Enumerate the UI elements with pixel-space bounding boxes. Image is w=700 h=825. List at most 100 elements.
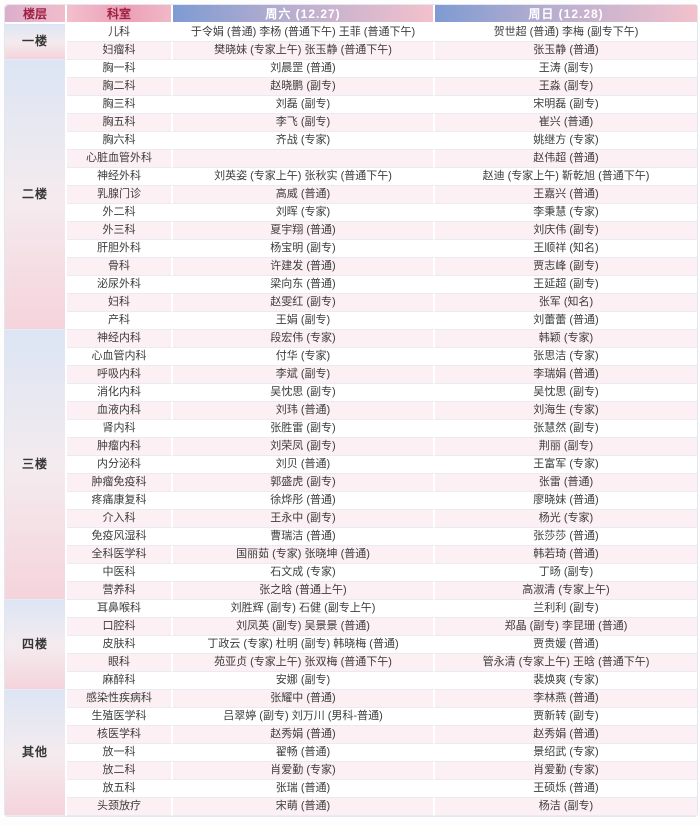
department-cell: 营养科 [67,582,173,600]
table-row: 外三科 夏宇翔 (普通) 刘庆伟 (副专) [5,222,697,240]
table-row: 产科 王娟 (副专) 刘蕾蕾 (普通) [5,312,697,330]
sunday-cell: 贾志峰 (副专) [435,258,697,276]
department-cell: 妇瘤科 [67,42,173,60]
department-cell: 肿瘤免疫科 [67,474,173,492]
saturday-cell: 刘玮 (普通) [173,402,435,420]
department-cell: 口腔科 [67,618,173,636]
table-row: 核医学科 赵秀娟 (普通) 赵秀娟 (普通) [5,726,697,744]
department-cell: 放一科 [67,744,173,762]
sunday-cell: 王嘉兴 (普通) [435,186,697,204]
table-row: 妇瘤科 樊晓妹 (专家上午) 张玉静 (普通下午) 张玉静 (普通) [5,42,697,60]
sunday-cell: 王硕烁 (普通) [435,780,697,798]
sunday-cell: 刘庆伟 (副专) [435,222,697,240]
floor-cell: 一楼 [5,24,67,60]
sunday-cell: 赵秀娟 (普通) [435,726,697,744]
department-cell: 核医学科 [67,726,173,744]
table-row: 妇科 赵雯红 (副专) 张军 (知名) [5,294,697,312]
sunday-cell: 王富军 (专家) [435,456,697,474]
department-cell: 外三科 [67,222,173,240]
sunday-cell: 郑晶 (副专) 李昆珊 (普通) [435,618,697,636]
department-cell: 肿瘤内科 [67,438,173,456]
department-cell: 神经外科 [67,168,173,186]
table-row: 中医科 石文成 (专家) 丁旸 (副专) [5,564,697,582]
saturday-cell: 刘荣凤 (副专) [173,438,435,456]
saturday-cell: 李斌 (副专) [173,366,435,384]
table-row: 眼科 苑亚贞 (专家上午) 张双梅 (普通下午) 管永清 (专家上午) 王晗 (普通… [5,654,697,672]
table-row: 头颈放疗 宋萌 (普通) 杨洁 (副专) [5,798,697,816]
sunday-cell: 赵迪 (专家上午) 靳乾旭 (普通下午) [435,168,697,186]
table-row: 血液内科 刘玮 (普通) 刘海生 (专家) [5,402,697,420]
saturday-cell: 刘晨罡 (普通) [173,60,435,78]
saturday-cell: 王娟 (副专) [173,312,435,330]
table-row: 泌尿外科 梁向东 (普通) 王延超 (副专) [5,276,697,294]
saturday-cell: 刘贝 (普通) [173,456,435,474]
sunday-cell: 刘蕾蕾 (普通) [435,312,697,330]
sunday-cell: 王涛 (副专) [435,60,697,78]
sunday-cell: 张莎莎 (普通) [435,528,697,546]
saturday-cell: 赵雯红 (副专) [173,294,435,312]
table-row: 其他 感染性疾病科 张耀中 (普通) 李林燕 (普通) [5,690,697,816]
sunday-cell: 李瑞娟 (普通) [435,366,697,384]
saturday-cell: 石文成 (专家) [173,564,435,582]
table-row: 免疫风湿科 曹瑞洁 (普通) 张莎莎 (普通) [5,528,697,546]
sunday-cell: 杨光 (专家) [435,510,697,528]
table-row: 四楼 耳鼻喉科 刘胜辉 (副专) 石健 (副专上午) 兰利利 (副专) [5,600,697,690]
saturday-cell: 宋萌 (普通) [173,798,435,816]
sunday-column-header: 周日 (12.28) [435,5,697,24]
sunday-cell: 宋明磊 (副专) [435,96,697,114]
sunday-cell: 赵伟超 (普通) [435,150,697,168]
saturday-cell: 许建发 (普通) [173,258,435,276]
sunday-cell: 肖爱勤 (专家) [435,762,697,780]
department-cell: 肝胆外科 [67,240,173,258]
department-cell: 胸五科 [67,114,173,132]
department-cell: 胸三科 [67,96,173,114]
table-row: 放一科 翟畅 (普通) 景绍武 (专家) [5,744,697,762]
saturday-cell: 刘英姿 (专家上午) 张秋实 (普通下午) [173,168,435,186]
saturday-cell: 高威 (普通) [173,186,435,204]
department-cell: 放五科 [67,780,173,798]
saturday-cell: 吕翠婷 (副专) 刘万川 (男科-普通) [173,708,435,726]
saturday-cell: 刘胜辉 (副专) 石健 (副专上午) [173,600,435,618]
sunday-cell: 张玉静 (普通) [435,42,697,60]
saturday-cell: 张瑞 (普通) [173,780,435,798]
sunday-cell: 李林燕 (普通) [435,690,697,708]
sunday-cell: 李秉慧 (专家) [435,204,697,222]
department-cell: 心血管内科 [67,348,173,366]
department-cell: 肾内科 [67,420,173,438]
sunday-cell: 张军 (知名) [435,294,697,312]
table-row: 口腔科 刘凤英 (副专) 吴景景 (普通) 郑晶 (副专) 李昆珊 (普通) [5,618,697,636]
table-row: 麻醉科 安娜 (副专) 裴焕爽 (专家) [5,672,697,690]
department-cell: 头颈放疗 [67,798,173,816]
saturday-cell [173,150,435,168]
department-cell: 耳鼻喉科 [67,600,173,618]
floor-cell: 三楼 [5,330,67,600]
department-cell: 全科医学科 [67,546,173,564]
department-cell: 血液内科 [67,402,173,420]
sunday-cell: 裴焕爽 (专家) [435,672,697,690]
saturday-cell: 国丽茹 (专家) 张晓坤 (普通) [173,546,435,564]
sunday-cell: 廖晓妹 (普通) [435,492,697,510]
saturday-cell: 张之晗 (普通上午) [173,582,435,600]
saturday-cell: 樊晓妹 (专家上午) 张玉静 (普通下午) [173,42,435,60]
saturday-cell: 李飞 (副专) [173,114,435,132]
table-row: 介入科 王永中 (副专) 杨光 (专家) [5,510,697,528]
sunday-cell: 管永清 (专家上午) 王晗 (普通下午) [435,654,697,672]
sunday-cell: 崔兴 (普通) [435,114,697,132]
department-cell: 生殖医学科 [67,708,173,726]
saturday-cell: 段宏伟 (专家) [173,330,435,348]
schedule-table: 楼层 科室 周六 (12.27) 周日 (12.28) 一楼 儿科 于令娟 (普通)… [4,4,698,817]
saturday-cell: 赵晓鹏 (副专) [173,78,435,96]
sunday-cell: 王延超 (副专) [435,276,697,294]
table-row: 生殖医学科 吕翠婷 (副专) 刘万川 (男科-普通) 贾新转 (副专) [5,708,697,726]
department-cell: 感染性疾病科 [67,690,173,708]
table-row: 全科医学科 国丽茹 (专家) 张晓坤 (普通) 韩若琦 (普通) [5,546,697,564]
department-cell: 中医科 [67,564,173,582]
table-row: 营养科 张之晗 (普通上午) 高淑清 (专家上午) [5,582,697,600]
sunday-cell: 贾贵媛 (普通) [435,636,697,654]
saturday-cell: 王永中 (副专) [173,510,435,528]
department-cell: 胸二科 [67,78,173,96]
department-cell: 呼吸内科 [67,366,173,384]
department-cell: 儿科 [67,24,173,42]
saturday-cell: 夏宇翔 (普通) [173,222,435,240]
saturday-cell: 肖爱勤 (专家) [173,762,435,780]
